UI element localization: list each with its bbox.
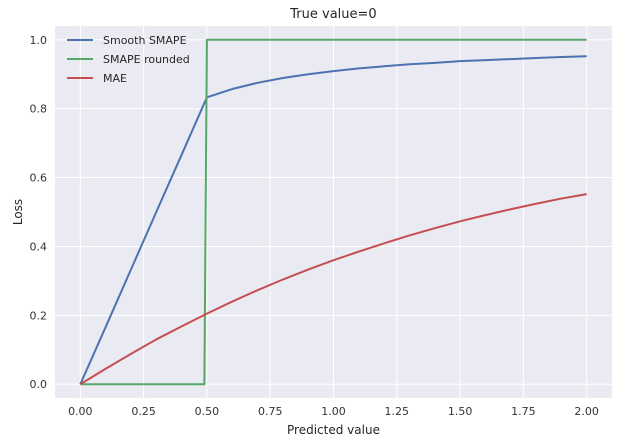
y-axis-ticks: 0.0 0.2 0.4 0.6 0.8 1.0 <box>30 34 48 391</box>
legend-label-smape-rounded: SMAPE rounded <box>103 53 190 66</box>
x-tick-label: 0.50 <box>195 405 220 418</box>
series-line-mae <box>79 193 587 386</box>
legend-label-smooth-smape: Smooth SMAPE <box>103 34 187 47</box>
y-tick-label: 1.0 <box>30 34 48 47</box>
x-tick-label: 1.25 <box>385 405 410 418</box>
series-line-smooth-smape <box>79 55 587 385</box>
legend-entry-smape-rounded: SMAPE rounded <box>67 53 190 66</box>
x-tick-label: 0.25 <box>131 405 156 418</box>
x-tick-label: 0.00 <box>68 405 93 418</box>
x-tick-label: 1.00 <box>321 405 346 418</box>
x-tick-label: 0.75 <box>258 405 283 418</box>
x-axis-label: Predicted value <box>287 423 380 437</box>
legend-label-mae: MAE <box>103 72 127 85</box>
chart-title: True value=0 <box>289 7 376 22</box>
x-tick-label: 1.75 <box>511 405 536 418</box>
y-tick-label: 0.6 <box>30 172 48 185</box>
y-tick-label: 0.4 <box>30 240 48 253</box>
legend-entry-mae: MAE <box>67 72 127 85</box>
y-axis-label: Loss <box>11 199 25 225</box>
legend-entry-smooth-smape: Smooth SMAPE <box>67 34 187 47</box>
y-tick-label: 0.8 <box>30 103 48 116</box>
legend: Smooth SMAPE SMAPE rounded MAE <box>67 34 190 85</box>
series-layer <box>79 38 587 386</box>
x-axis-ticks: 0.00 0.25 0.50 0.75 1.00 1.25 1.50 1.75 2.00 <box>68 405 599 418</box>
y-tick-label: 0.2 <box>30 309 48 322</box>
x-tick-label: 1.50 <box>448 405 473 418</box>
y-tick-label: 0.0 <box>30 378 48 391</box>
x-tick-label: 2.00 <box>574 405 599 418</box>
series-line-smape-rounded <box>80 38 587 386</box>
